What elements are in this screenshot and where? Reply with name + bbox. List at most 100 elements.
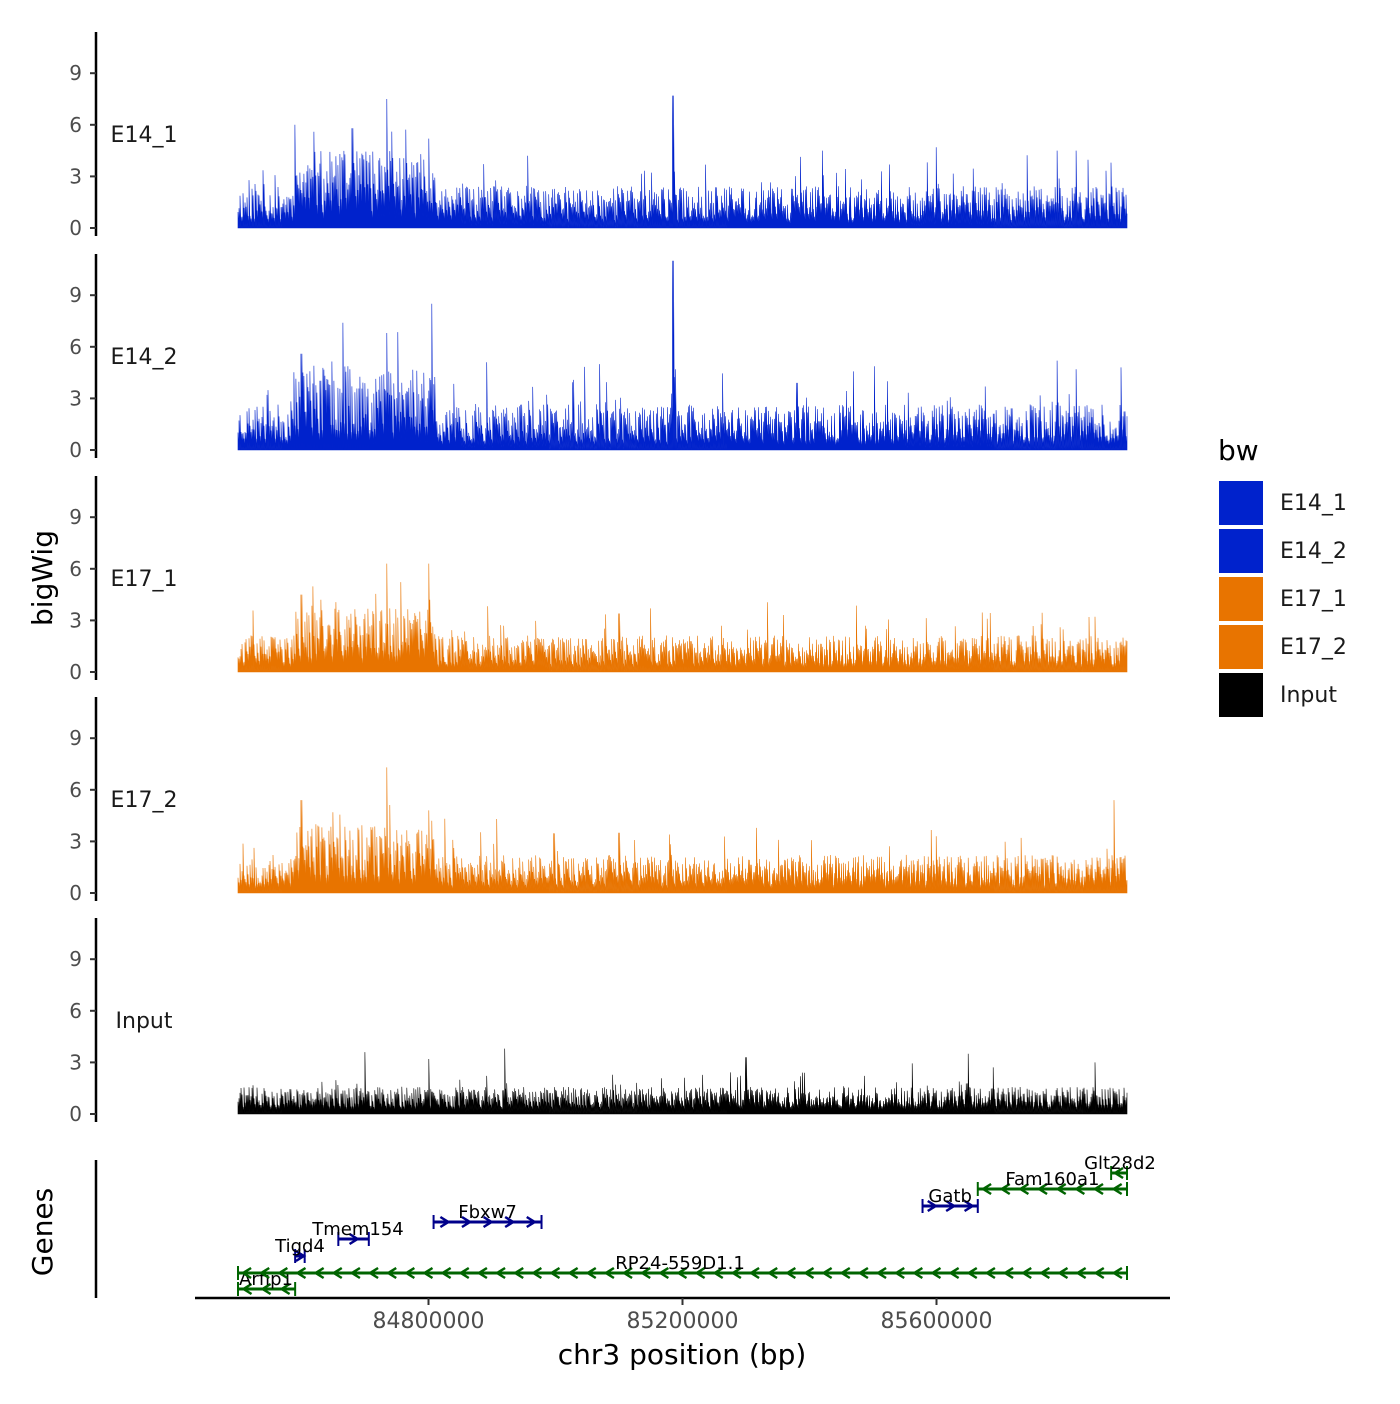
x-axis: 84800000 85200000 85600000 — [195, 1296, 1170, 1334]
y-tick-label: 3 — [69, 1050, 82, 1074]
legend-item-E14_2: E14_2 — [1217, 527, 1347, 575]
y-tick-label: 0 — [69, 438, 82, 462]
gene-strand-arrow — [526, 1215, 538, 1229]
gene-strand-arrow — [439, 1215, 451, 1229]
gene-strand-arrow — [385, 1266, 397, 1280]
legend-swatch — [1217, 479, 1265, 527]
gene-strand-arrow — [258, 1266, 270, 1280]
gene-strand-arrow — [839, 1266, 851, 1280]
gene-strand-arrow — [403, 1266, 416, 1280]
gene-strand-arrow — [821, 1266, 833, 1280]
legend: E14_1 E14_2 E17_1 E17_2 Input — [1217, 479, 1347, 719]
track-label: Input — [116, 1009, 173, 1034]
y-tick-label: 9 — [69, 726, 82, 750]
gene-strand-arrow — [349, 1266, 361, 1280]
gene-label: RP24-559D1.1 — [615, 1253, 745, 1274]
legend-item-Input: Input — [1217, 671, 1337, 719]
gene-strand-arrow — [1111, 1182, 1123, 1196]
gene-strand-arrow — [504, 1215, 516, 1229]
gene-strand-arrow — [694, 1266, 706, 1280]
gene-strand-arrow — [1036, 1182, 1048, 1196]
y-tick-label: 9 — [69, 947, 82, 971]
gene-strand-arrow — [295, 1266, 307, 1280]
y-tick-label: 9 — [69, 283, 82, 307]
y-tick-label: 6 — [69, 113, 82, 137]
gene-strand-arrow — [530, 1266, 543, 1280]
gene-strand-arrow — [948, 1266, 960, 1280]
track-Input: 0 3 6 9 Input — [69, 918, 1128, 1126]
y-tick-label: 9 — [69, 505, 82, 529]
gene-strand-arrow — [260, 1282, 272, 1296]
y-tick-label: 9 — [69, 61, 82, 85]
genes-axis-title: Genes — [26, 1188, 59, 1276]
gene-strand-arrow — [748, 1266, 760, 1280]
gene-Fbxw7: Fbxw7 — [432, 1202, 543, 1229]
y-tick-label: 3 — [69, 386, 82, 410]
y-tick-label: 6 — [69, 335, 82, 359]
gene-strand-arrow — [980, 1182, 992, 1196]
gene-strand-arrow — [712, 1266, 724, 1280]
gene-strand-arrow — [512, 1266, 524, 1280]
gene-strand-arrow — [1055, 1182, 1067, 1196]
x-tick-label: 85600000 — [881, 1309, 993, 1334]
gene-strand-arrow — [911, 1266, 924, 1280]
y-tick-label: 0 — [69, 881, 82, 905]
track-label: E17_2 — [111, 788, 178, 813]
gene-label: Tmem154 — [311, 1219, 404, 1240]
y-tick-label: 0 — [69, 1102, 82, 1126]
gene-strand-arrow — [657, 1266, 670, 1280]
gene-strand-arrow — [639, 1266, 651, 1280]
coverage-area-E14_1 — [237, 95, 1128, 229]
track-E14_1: 0 3 6 9 E14_1 — [69, 32, 1128, 240]
gene-strand-arrow — [585, 1266, 597, 1280]
gene-strand-arrow — [676, 1266, 688, 1280]
gene-strand-arrow — [279, 1282, 291, 1296]
gene-Fam160a1: Fam160a1 — [976, 1169, 1128, 1196]
y-tick-label: 0 — [69, 660, 82, 684]
gene-strand-arrow — [1074, 1182, 1086, 1196]
coverage-area-Input — [237, 1048, 1128, 1115]
y-tick-label: 0 — [69, 216, 82, 240]
gene-strand-arrow — [603, 1266, 615, 1280]
y-tick-label: 6 — [69, 999, 82, 1023]
gene-strand-arrow — [1018, 1182, 1030, 1196]
y-tick-label: 6 — [69, 778, 82, 802]
gene-strand-arrow — [930, 1266, 942, 1280]
x-tick-label: 84800000 — [373, 1309, 485, 1334]
gene-strand-arrow — [549, 1266, 561, 1280]
gene-strand-arrow — [999, 1182, 1011, 1196]
gene-strand-arrow — [241, 1282, 253, 1296]
gene-strand-arrow — [1093, 1266, 1105, 1280]
gene-label: Tigd4 — [274, 1236, 325, 1257]
gene-strand-arrow — [295, 1249, 307, 1263]
gene-strand-arrow — [621, 1266, 633, 1280]
y-tick-label: 3 — [69, 608, 82, 632]
gene-strand-arrow — [1057, 1266, 1069, 1280]
gene-strand-arrow — [367, 1266, 379, 1280]
gene-strand-arrow — [1038, 1266, 1051, 1280]
y-tick-label: 3 — [69, 829, 82, 853]
gene-strand-arrow — [893, 1266, 905, 1280]
gene-strand-arrow — [331, 1266, 343, 1280]
gene-strand-arrow — [984, 1266, 996, 1280]
coverage-tracks: 0 3 6 9 E14_1 0 3 6 9 E14_2 0 3 6 9 E17_1 0 3 6 9 E17_2 0 3 6 9… — [69, 32, 1128, 1126]
y-tick-label: 6 — [69, 557, 82, 581]
legend-title: bw — [1218, 434, 1259, 467]
gene-strand-arrow — [482, 1215, 494, 1229]
gene-strand-arrow — [927, 1199, 939, 1213]
gene-strand-arrow — [857, 1266, 869, 1280]
legend-item-E17_2: E17_2 — [1217, 623, 1347, 671]
legend-label: Input — [1280, 683, 1337, 708]
gene-Glt28d2: Glt28d2 — [1084, 1153, 1156, 1180]
gene-strand-arrow — [875, 1266, 887, 1280]
gene-RP24-559D1.1: RP24-559D1.1 — [237, 1253, 1128, 1280]
gene-strand-arrow — [966, 1266, 978, 1280]
legend-label: E17_1 — [1280, 587, 1347, 612]
legend-swatch — [1217, 527, 1265, 575]
gene-strand-arrow — [422, 1266, 434, 1280]
gene-track: Arfip1RP24-559D1.1Tigd4Tmem154Fbxw7GatbF… — [94, 1153, 1156, 1298]
gene-strand-arrow — [945, 1199, 957, 1213]
gene-strand-arrow — [348, 1232, 360, 1246]
